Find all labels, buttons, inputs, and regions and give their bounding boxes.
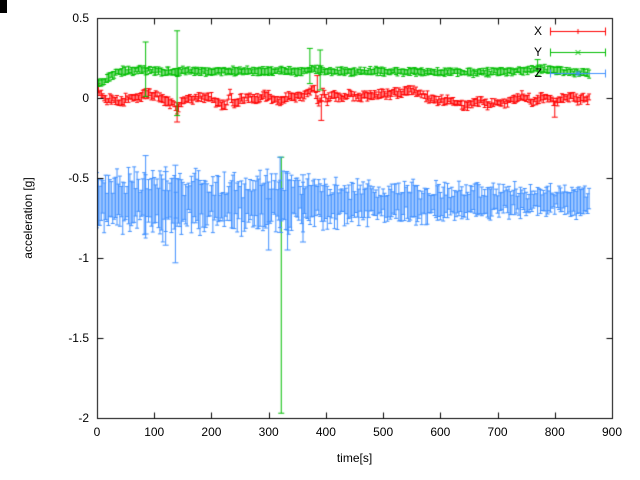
- y-tick-label: -0.5: [68, 171, 89, 185]
- y-tick-label: -2: [78, 411, 89, 425]
- x-tick-label: 900: [601, 425, 623, 439]
- x-tick-label: 700: [487, 425, 508, 439]
- legend-label-x: X: [533, 24, 542, 38]
- corner-artifact: [0, 0, 7, 13]
- x-tick-label: 100: [144, 425, 165, 439]
- x-tick-label: 400: [315, 425, 336, 439]
- x-tick-label: 0: [93, 425, 101, 439]
- legend-label-y: Y: [533, 45, 542, 59]
- x-tick-label: 800: [544, 425, 565, 439]
- y-tick-label: 0.5: [72, 11, 89, 25]
- y-axis-label: acceleration [g]: [21, 177, 35, 259]
- y-tick-label: -1.5: [68, 331, 89, 345]
- x-axis-label: time[s]: [336, 451, 373, 465]
- x-tick-label: 500: [373, 425, 394, 439]
- x-tick-label: 200: [201, 425, 222, 439]
- legend-label-z: Z: [534, 66, 542, 80]
- y-tick-label: 0: [82, 91, 89, 105]
- y-tick-label: -1: [78, 251, 89, 265]
- x-tick-label: 300: [258, 425, 279, 439]
- x-tick-label: 600: [430, 425, 451, 439]
